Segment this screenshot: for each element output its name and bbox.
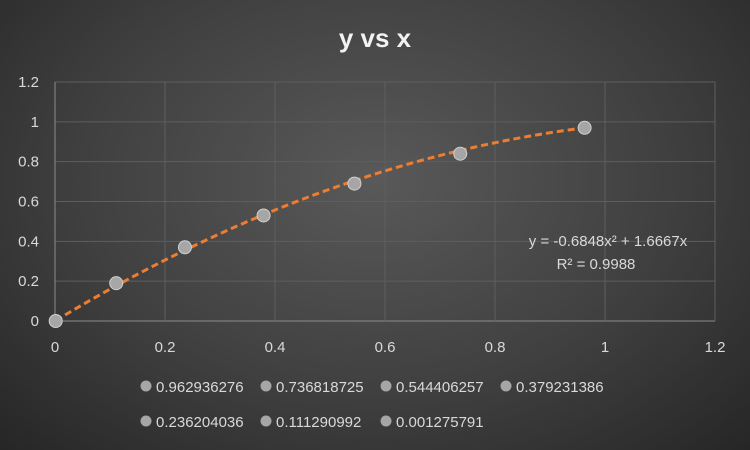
legend-marker (500, 380, 512, 392)
legend-label: 0.736818725 (276, 379, 364, 396)
legend-label: 0.962936276 (156, 379, 244, 396)
data-point (177, 240, 192, 255)
legend-marker (260, 415, 272, 427)
x-tick-label: 0.6 (375, 339, 396, 356)
trendline-r2: R² = 0.9988 (557, 256, 636, 273)
y-tick-label: 0 (31, 313, 39, 330)
chart-title: y vs x (339, 23, 412, 53)
x-tick-label: 0 (51, 339, 59, 356)
x-tick-label: 1.2 (705, 339, 726, 356)
legend-marker (260, 380, 272, 392)
y-tick-label: 0.6 (18, 194, 39, 211)
y-tick-label: 1.2 (18, 74, 39, 91)
data-point (347, 176, 362, 191)
x-tick-label: 0.2 (155, 339, 176, 356)
y-tick-label: 0.4 (18, 233, 39, 250)
trendline (54, 126, 585, 322)
y-tick-label: 1 (31, 114, 39, 131)
legend-label: 0.001275791 (396, 414, 484, 431)
legend-marker (140, 415, 152, 427)
legend-marker (380, 415, 392, 427)
y-tick-label: 0.2 (18, 273, 39, 290)
data-point (48, 314, 63, 328)
legend-label: 0.544406257 (396, 379, 484, 396)
data-point (453, 146, 468, 161)
legend-label: 0.236204036 (156, 414, 244, 431)
legend-marker (140, 380, 152, 392)
data-point (577, 120, 592, 135)
trendline-equation: y = -0.6848x² + 1.6667x (529, 233, 688, 250)
x-tick-label: 0.4 (265, 339, 286, 356)
y-tick-label: 0.8 (18, 154, 39, 171)
x-axis: 0 0.2 0.4 0.6 0.8 1 1.2 (51, 339, 726, 356)
legend-label: 0.379231386 (516, 379, 604, 396)
legend-label: 0.111290992 (276, 414, 361, 431)
data-points (48, 120, 592, 328)
x-tick-label: 0.8 (485, 339, 506, 356)
data-point (256, 208, 271, 223)
grid (54, 81, 716, 322)
x-tick-label: 1 (601, 339, 609, 356)
legend-marker (380, 380, 392, 392)
data-point (109, 276, 124, 291)
legend: 0.962936276 0.736818725 0.544406257 0.37923… (140, 379, 604, 431)
y-axis: 0 0.2 0.4 0.6 0.8 1 1.2 (18, 74, 39, 330)
